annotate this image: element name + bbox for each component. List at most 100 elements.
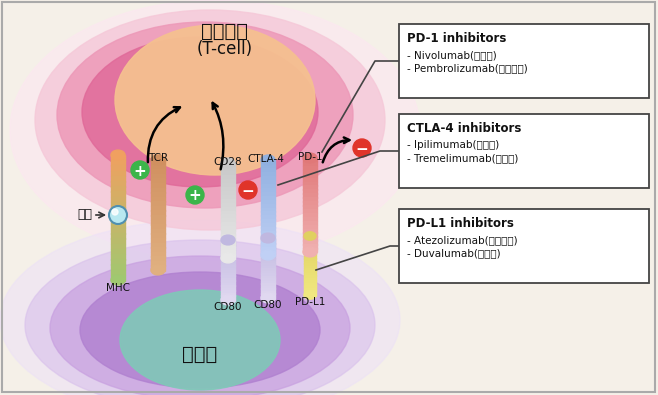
Bar bbox=[304, 263, 316, 266]
Ellipse shape bbox=[120, 290, 280, 390]
Bar bbox=[261, 243, 275, 248]
Bar bbox=[221, 255, 235, 258]
Bar bbox=[303, 232, 317, 237]
Bar bbox=[221, 207, 235, 211]
Bar bbox=[221, 230, 235, 235]
Bar bbox=[261, 180, 275, 184]
Bar bbox=[303, 248, 317, 252]
Text: - Nivolumab(옷디보): - Nivolumab(옷디보) bbox=[407, 50, 497, 60]
Bar bbox=[261, 172, 275, 176]
Bar bbox=[151, 247, 165, 252]
Bar bbox=[111, 197, 125, 202]
Text: - Ipilimumab(여보이): - Ipilimumab(여보이) bbox=[407, 140, 499, 150]
Bar bbox=[304, 278, 316, 281]
Bar bbox=[111, 212, 125, 218]
Bar bbox=[261, 280, 275, 284]
Bar bbox=[303, 193, 317, 198]
Ellipse shape bbox=[0, 220, 400, 395]
Circle shape bbox=[112, 209, 118, 215]
Ellipse shape bbox=[57, 22, 353, 208]
Bar bbox=[151, 206, 165, 211]
Bar bbox=[304, 268, 316, 271]
Bar bbox=[304, 283, 316, 286]
Bar bbox=[221, 211, 235, 215]
Bar bbox=[261, 215, 275, 220]
Bar bbox=[304, 290, 316, 293]
Bar bbox=[111, 207, 125, 213]
Bar bbox=[111, 269, 125, 275]
Bar bbox=[111, 171, 125, 176]
Bar bbox=[111, 264, 125, 270]
Bar bbox=[261, 207, 275, 212]
Bar bbox=[111, 202, 125, 208]
Bar bbox=[261, 286, 275, 288]
Bar bbox=[221, 293, 235, 295]
Ellipse shape bbox=[111, 150, 125, 160]
Bar bbox=[151, 238, 165, 243]
Bar bbox=[111, 244, 125, 249]
Bar bbox=[151, 252, 165, 257]
Text: CD28: CD28 bbox=[214, 157, 242, 167]
Bar bbox=[151, 256, 165, 261]
Bar bbox=[111, 166, 125, 171]
Bar bbox=[221, 248, 235, 250]
FancyBboxPatch shape bbox=[399, 114, 649, 188]
Bar bbox=[221, 280, 235, 283]
Bar bbox=[221, 243, 235, 246]
Text: - Duvalumab(임핀지): - Duvalumab(임핀지) bbox=[407, 248, 501, 258]
Bar bbox=[221, 260, 235, 263]
Bar bbox=[221, 267, 235, 271]
Bar bbox=[303, 166, 317, 170]
Bar bbox=[261, 260, 275, 263]
Bar bbox=[261, 192, 275, 196]
Bar bbox=[221, 183, 235, 187]
Ellipse shape bbox=[50, 256, 350, 395]
Circle shape bbox=[109, 206, 127, 224]
Ellipse shape bbox=[303, 153, 317, 163]
Bar bbox=[151, 261, 165, 266]
Text: (T-cell): (T-cell) bbox=[197, 40, 253, 58]
Bar bbox=[261, 265, 275, 269]
Bar bbox=[221, 167, 235, 171]
Bar bbox=[261, 164, 275, 168]
Ellipse shape bbox=[304, 232, 316, 240]
Bar bbox=[304, 251, 316, 254]
Bar bbox=[221, 273, 235, 275]
Bar bbox=[111, 186, 125, 192]
Bar bbox=[304, 253, 316, 256]
Bar bbox=[303, 178, 317, 182]
Bar bbox=[221, 163, 235, 167]
Ellipse shape bbox=[10, 0, 420, 260]
Text: +: + bbox=[134, 164, 146, 179]
Bar bbox=[261, 241, 275, 243]
Bar bbox=[261, 188, 275, 192]
Bar bbox=[303, 228, 317, 233]
Bar bbox=[151, 192, 165, 197]
Bar bbox=[151, 197, 165, 202]
Bar bbox=[304, 239, 316, 241]
Ellipse shape bbox=[25, 240, 375, 395]
Bar bbox=[111, 259, 125, 265]
Bar bbox=[221, 222, 235, 227]
Bar bbox=[221, 187, 235, 191]
Ellipse shape bbox=[82, 37, 318, 187]
Bar bbox=[261, 288, 275, 291]
Bar bbox=[151, 224, 165, 229]
Bar bbox=[221, 250, 235, 253]
Text: PD-L1: PD-L1 bbox=[295, 297, 325, 307]
Bar bbox=[111, 254, 125, 260]
Bar bbox=[111, 238, 125, 244]
Bar bbox=[111, 176, 125, 182]
Bar bbox=[304, 271, 316, 273]
Bar bbox=[261, 227, 275, 232]
Bar bbox=[261, 231, 275, 236]
Bar bbox=[303, 221, 317, 225]
Bar bbox=[261, 196, 275, 200]
Circle shape bbox=[239, 181, 257, 199]
Ellipse shape bbox=[221, 295, 235, 305]
Bar bbox=[111, 249, 125, 254]
Bar bbox=[261, 271, 275, 273]
Bar bbox=[151, 233, 165, 239]
Bar bbox=[261, 246, 275, 248]
Bar bbox=[111, 181, 125, 187]
